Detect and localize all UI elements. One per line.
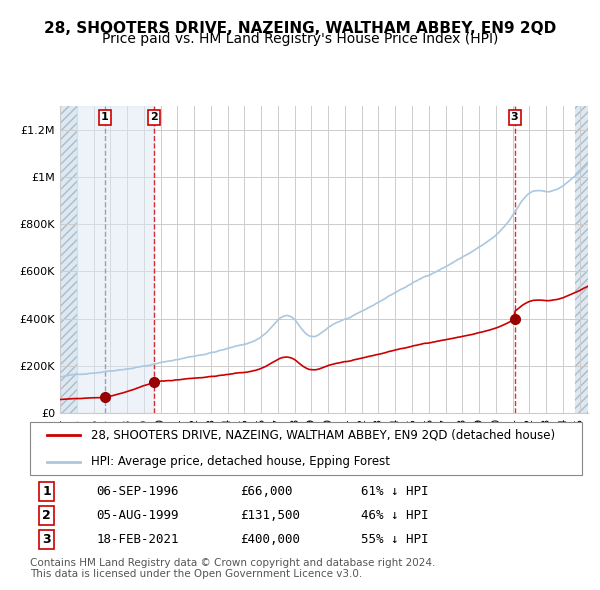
- Text: 1: 1: [42, 484, 51, 498]
- Text: £400,000: £400,000: [240, 533, 300, 546]
- Text: 28, SHOOTERS DRIVE, NAZEING, WALTHAM ABBEY, EN9 2QD: 28, SHOOTERS DRIVE, NAZEING, WALTHAM ABB…: [44, 21, 556, 35]
- Text: £131,500: £131,500: [240, 509, 300, 522]
- FancyBboxPatch shape: [30, 422, 582, 475]
- Text: Price paid vs. HM Land Registry's House Price Index (HPI): Price paid vs. HM Land Registry's House …: [102, 32, 498, 47]
- Text: 3: 3: [511, 112, 518, 122]
- Text: 06-SEP-1996: 06-SEP-1996: [96, 484, 179, 498]
- Text: £66,000: £66,000: [240, 484, 292, 498]
- Bar: [60, 106, 77, 413]
- Text: HPI: Average price, detached house, Epping Forest: HPI: Average price, detached house, Eppi…: [91, 455, 390, 468]
- Bar: [77, 106, 154, 413]
- Text: 61% ↓ HPI: 61% ↓ HPI: [361, 484, 428, 498]
- Text: Contains HM Land Registry data © Crown copyright and database right 2024.
This d: Contains HM Land Registry data © Crown c…: [30, 558, 436, 579]
- Text: 46% ↓ HPI: 46% ↓ HPI: [361, 509, 428, 522]
- Text: 2: 2: [42, 509, 51, 522]
- Text: 28, SHOOTERS DRIVE, NAZEING, WALTHAM ABBEY, EN9 2QD (detached house): 28, SHOOTERS DRIVE, NAZEING, WALTHAM ABB…: [91, 428, 555, 442]
- Bar: [575, 106, 588, 413]
- Bar: [575, 106, 588, 413]
- Text: 55% ↓ HPI: 55% ↓ HPI: [361, 533, 428, 546]
- Text: 3: 3: [42, 533, 51, 546]
- Text: 18-FEB-2021: 18-FEB-2021: [96, 533, 179, 546]
- Text: 1: 1: [101, 112, 109, 122]
- Text: 05-AUG-1999: 05-AUG-1999: [96, 509, 179, 522]
- Bar: [60, 106, 77, 413]
- Text: 2: 2: [150, 112, 158, 122]
